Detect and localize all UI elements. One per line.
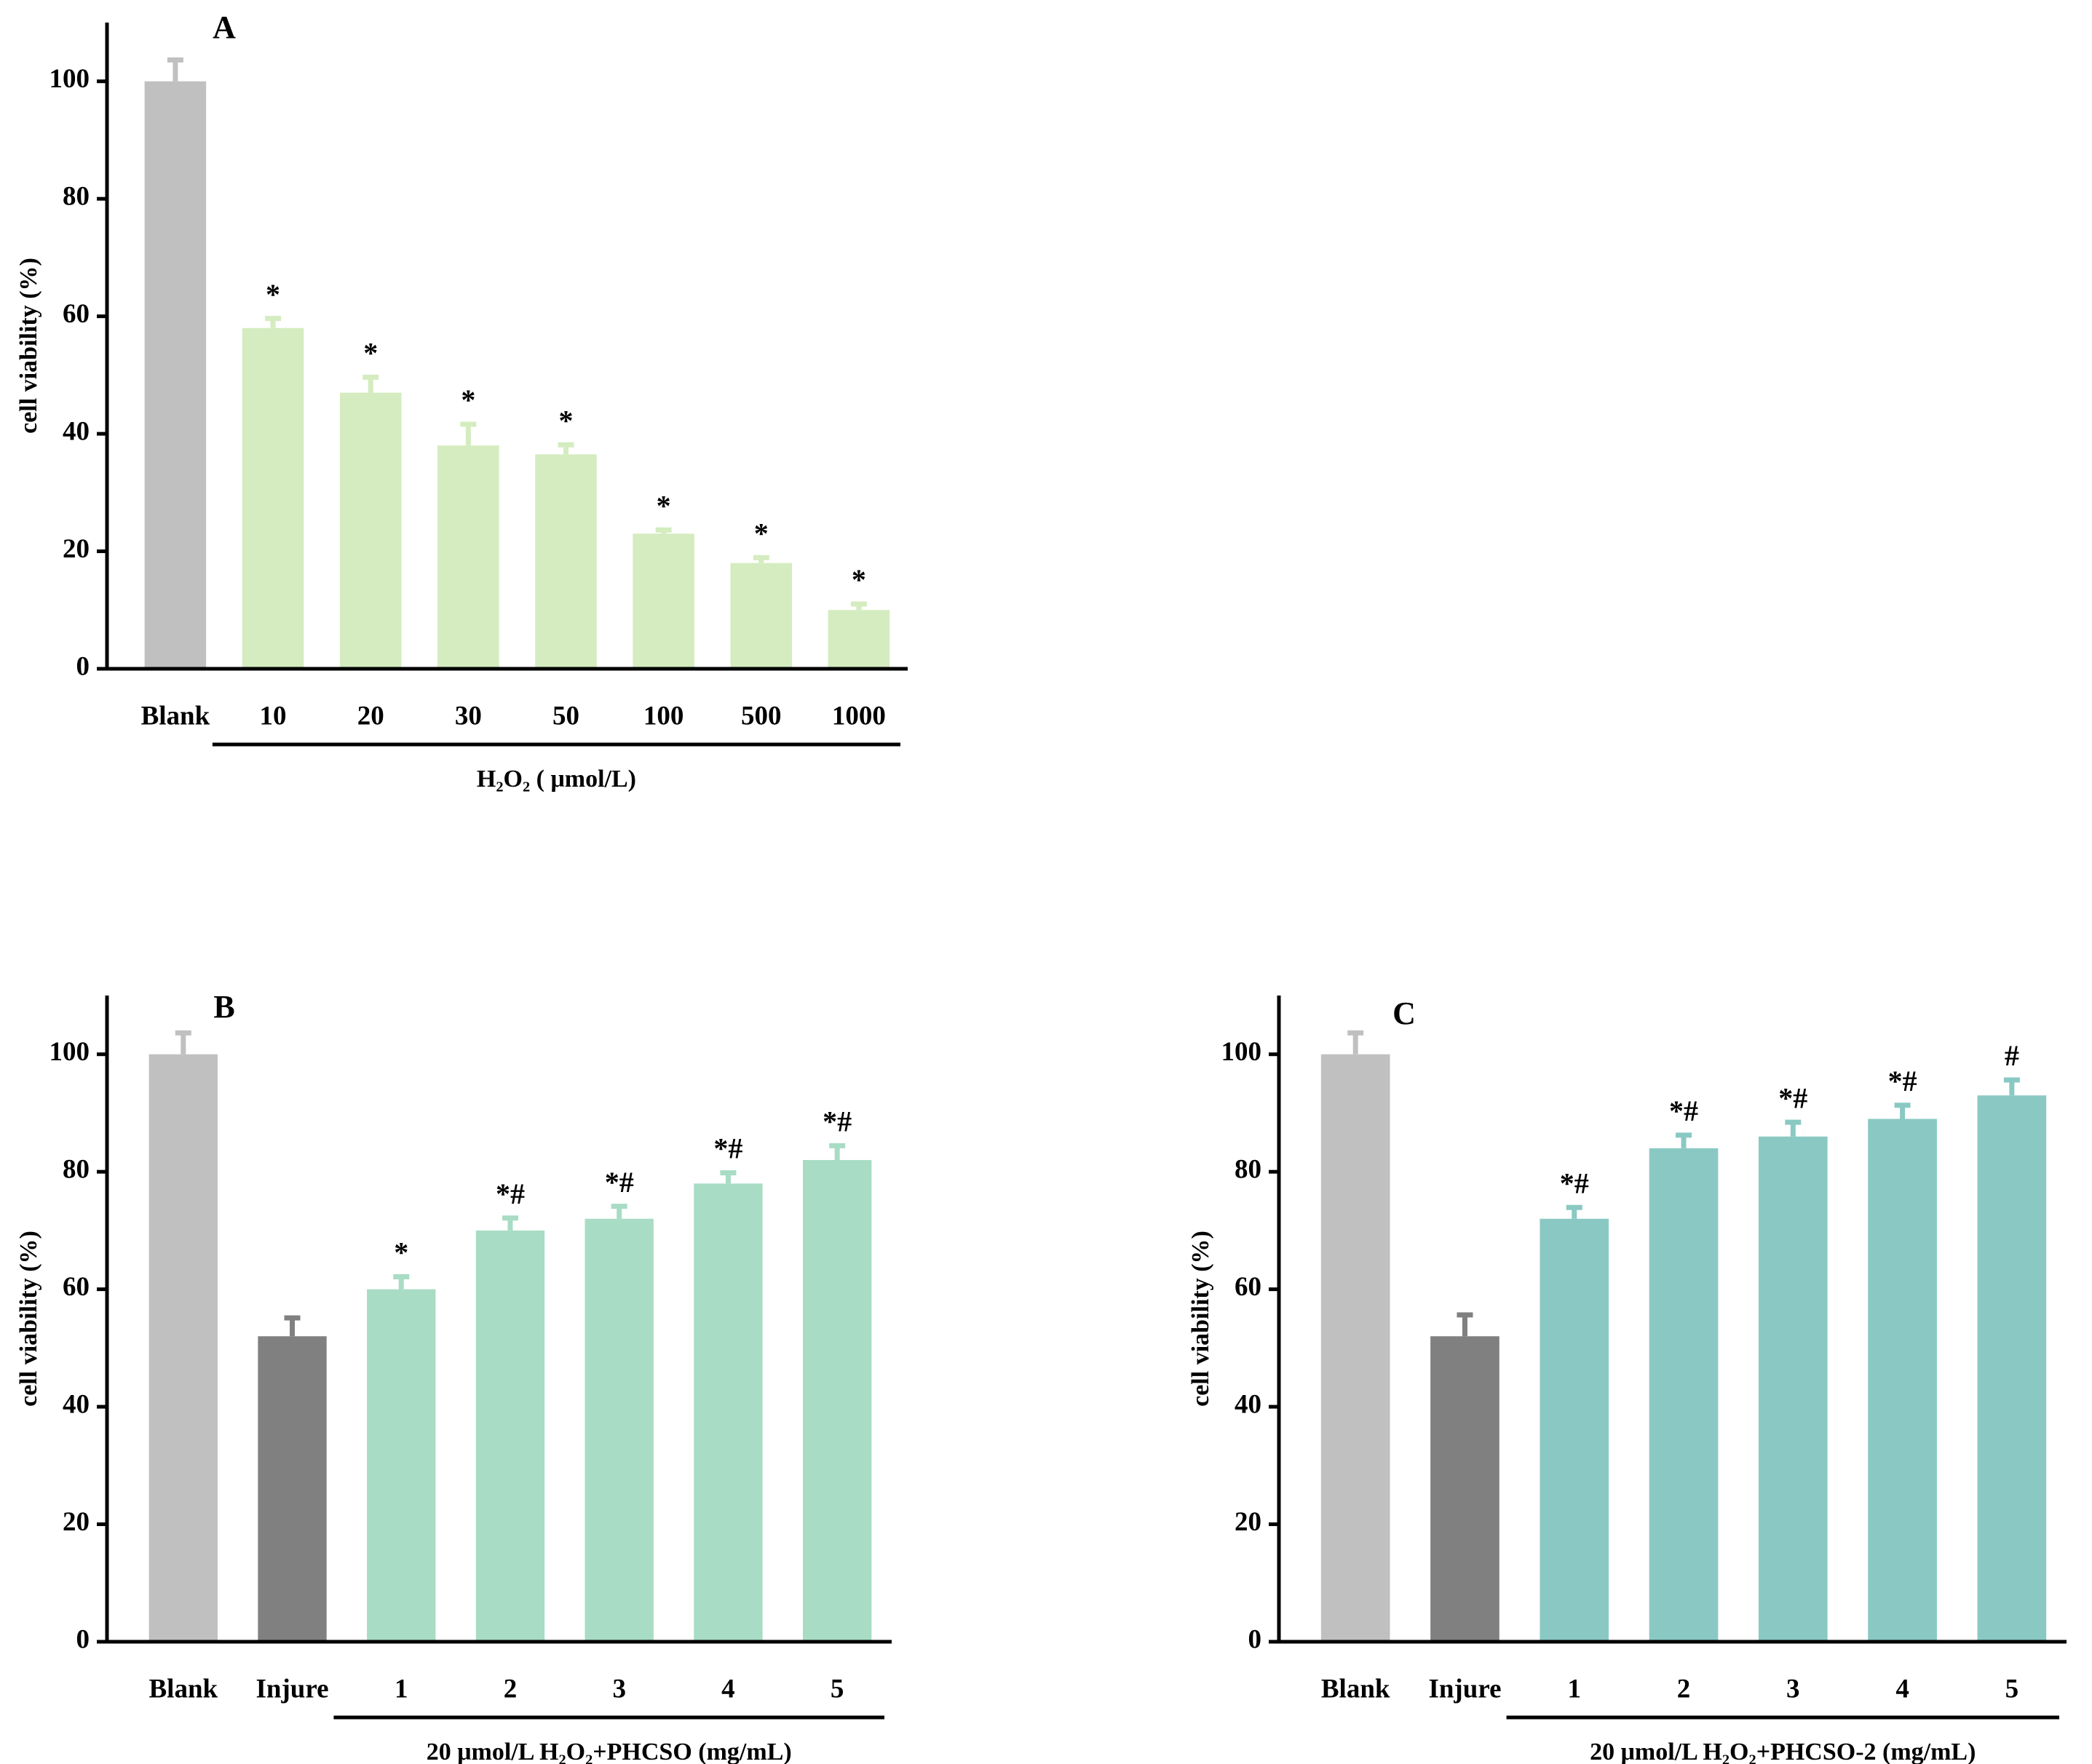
bar bbox=[437, 445, 499, 669]
bar bbox=[1430, 1336, 1499, 1642]
y-tick-label: 80 bbox=[1235, 1155, 1261, 1185]
significance-mark: * bbox=[558, 404, 573, 437]
x-tick-label: 3 bbox=[612, 1674, 626, 1704]
significance-mark: *# bbox=[1888, 1065, 1917, 1097]
bar bbox=[258, 1336, 327, 1642]
x-tick-label: 5 bbox=[2005, 1674, 2019, 1704]
y-tick-label: 20 bbox=[63, 1507, 90, 1537]
significance-mark: * bbox=[754, 517, 769, 549]
x-tick-label: 1000 bbox=[832, 701, 886, 731]
significance-mark: # bbox=[2005, 1039, 2019, 1072]
x-tick-label: 4 bbox=[721, 1674, 735, 1704]
x-tick-label: 3 bbox=[1786, 1674, 1800, 1704]
y-tick-label: 0 bbox=[76, 651, 90, 681]
bar bbox=[535, 454, 597, 669]
bar bbox=[475, 1230, 545, 1642]
significance-mark: * bbox=[363, 337, 378, 370]
bar bbox=[367, 1289, 436, 1642]
y-tick-label: 60 bbox=[1235, 1272, 1261, 1302]
y-tick-label: 80 bbox=[63, 1155, 90, 1185]
x-tick-label: 5 bbox=[831, 1674, 844, 1704]
x-tick-label: Injure bbox=[1428, 1674, 1501, 1704]
bar bbox=[585, 1218, 654, 1642]
x-tick-label: 50 bbox=[552, 701, 579, 731]
bar bbox=[148, 1054, 218, 1642]
group-label: H₂O₂ ( μmol/L) bbox=[477, 766, 636, 792]
bar bbox=[730, 563, 793, 669]
group-label: 20 μmol/L H₂O₂+PHCSO (mg/mL) bbox=[427, 1739, 792, 1764]
significance-mark: *# bbox=[823, 1105, 852, 1138]
significance-mark: * bbox=[394, 1236, 408, 1269]
bar bbox=[828, 610, 890, 669]
significance-mark: * bbox=[852, 563, 866, 596]
y-tick-label: 60 bbox=[63, 1272, 90, 1302]
x-tick-label: 2 bbox=[504, 1674, 518, 1704]
significance-mark: *# bbox=[496, 1177, 525, 1210]
x-tick-label: Injure bbox=[255, 1674, 328, 1704]
significance-mark: *# bbox=[605, 1166, 634, 1199]
significance-mark: *# bbox=[1778, 1081, 1807, 1114]
y-tick-label: 40 bbox=[63, 417, 90, 447]
y-tick-label: 40 bbox=[63, 1390, 90, 1420]
x-tick-label: 500 bbox=[741, 701, 782, 731]
panel-label: B bbox=[213, 989, 234, 1025]
y-tick-label: 100 bbox=[49, 1037, 90, 1067]
bar bbox=[694, 1183, 763, 1642]
y-tick-label: 60 bbox=[63, 299, 90, 329]
significance-mark: * bbox=[266, 278, 280, 311]
bar bbox=[802, 1160, 872, 1642]
y-tick-label: 100 bbox=[49, 64, 90, 94]
x-tick-label: 20 bbox=[357, 701, 384, 731]
significance-mark: *# bbox=[713, 1132, 742, 1165]
bar bbox=[1758, 1136, 1828, 1642]
y-tick-label: 20 bbox=[63, 534, 90, 564]
x-tick-label: Blank bbox=[1321, 1674, 1390, 1704]
y-tick-label: 0 bbox=[1248, 1624, 1262, 1654]
bar bbox=[1540, 1218, 1609, 1642]
bar bbox=[1649, 1148, 1719, 1642]
y-axis-label: cell viability (%) bbox=[1187, 1231, 1214, 1407]
x-tick-label: 100 bbox=[643, 701, 684, 731]
x-tick-label: Blank bbox=[148, 1674, 218, 1704]
panel-label: A bbox=[213, 9, 236, 45]
significance-mark: * bbox=[461, 384, 475, 416]
bar bbox=[1977, 1095, 2047, 1642]
x-tick-label: 30 bbox=[455, 701, 482, 731]
x-tick-label: 1 bbox=[395, 1674, 408, 1704]
y-tick-label: 80 bbox=[63, 182, 90, 212]
y-tick-label: 0 bbox=[76, 1624, 90, 1654]
y-axis-label: cell viability (%) bbox=[15, 258, 42, 434]
panel-label: C bbox=[1392, 996, 1416, 1031]
y-tick-label: 40 bbox=[1235, 1390, 1261, 1420]
significance-mark: *# bbox=[1669, 1094, 1698, 1127]
bar bbox=[1320, 1054, 1390, 1642]
group-label: 20 μmol/L H₂O₂+PHCSO-2 (mg/mL) bbox=[1590, 1739, 1976, 1764]
bar bbox=[633, 533, 694, 669]
y-axis-label: cell viability (%) bbox=[15, 1231, 42, 1407]
bar bbox=[144, 81, 207, 669]
y-tick-label: 100 bbox=[1221, 1037, 1262, 1067]
significance-mark: * bbox=[657, 489, 671, 522]
x-tick-label: 1 bbox=[1568, 1674, 1582, 1704]
bar bbox=[1868, 1119, 1937, 1642]
x-tick-label: 2 bbox=[1677, 1674, 1691, 1704]
bar bbox=[339, 392, 402, 669]
x-tick-label: Blank bbox=[141, 701, 210, 731]
x-tick-label: 10 bbox=[260, 701, 287, 731]
significance-mark: *# bbox=[1560, 1167, 1589, 1199]
y-tick-label: 20 bbox=[1235, 1507, 1261, 1537]
x-tick-label: 4 bbox=[1895, 1674, 1909, 1704]
bar bbox=[242, 327, 304, 669]
